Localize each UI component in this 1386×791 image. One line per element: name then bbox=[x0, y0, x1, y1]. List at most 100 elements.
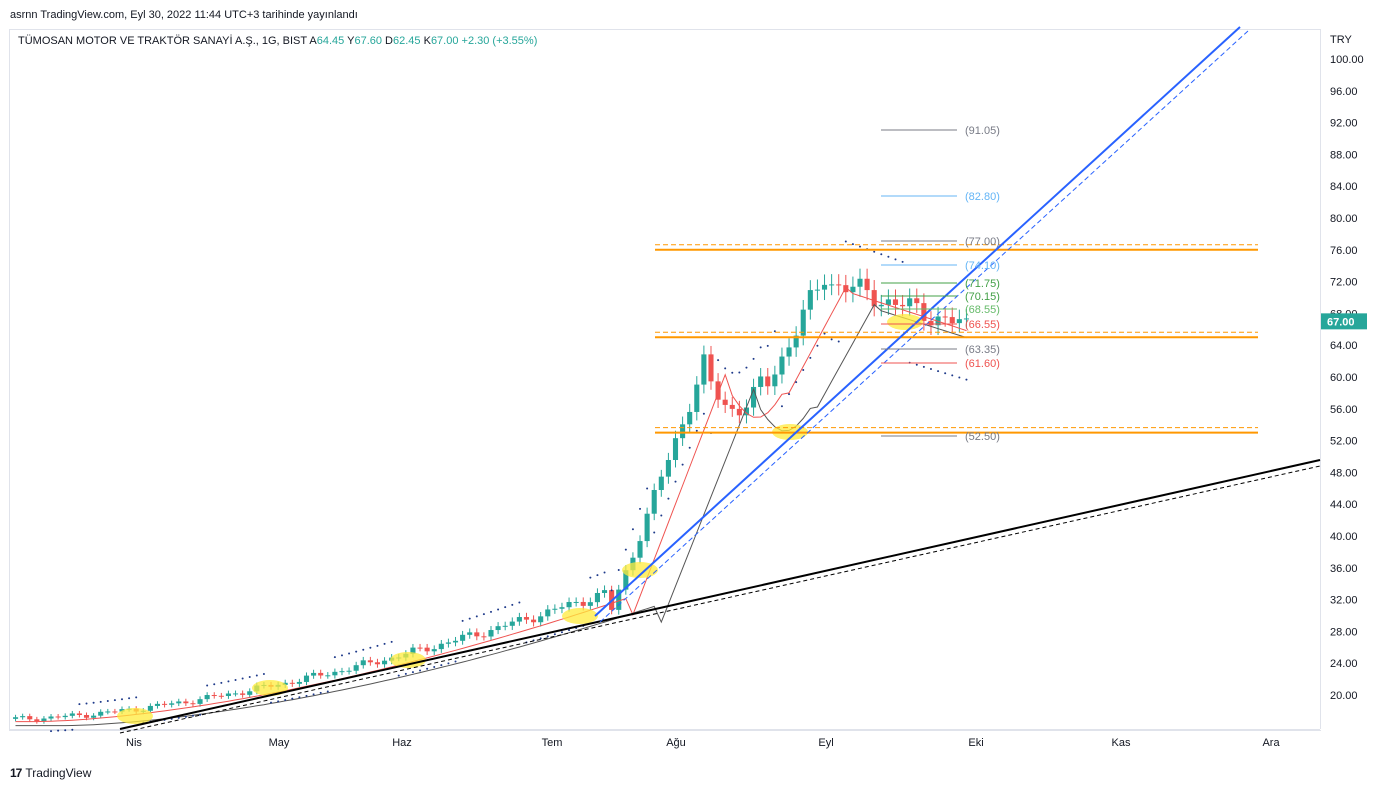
sar-dot bbox=[660, 514, 663, 517]
fib-level-label: (66.55) bbox=[965, 319, 1000, 331]
candle-body bbox=[488, 630, 494, 637]
sar-dot bbox=[702, 412, 705, 415]
candle-body bbox=[147, 705, 153, 711]
sar-dot bbox=[681, 463, 684, 466]
candle-body bbox=[69, 713, 75, 716]
sar-dot bbox=[71, 728, 74, 731]
candle-body bbox=[921, 303, 927, 321]
candle-body bbox=[616, 589, 622, 610]
sar-dot bbox=[411, 671, 414, 674]
sar-dot bbox=[894, 258, 897, 261]
sar-dot bbox=[951, 374, 954, 377]
price-tick-label: 40.00 bbox=[1330, 531, 1358, 543]
candle-body bbox=[62, 715, 68, 718]
candle-body bbox=[538, 616, 544, 623]
sar-dot bbox=[859, 245, 862, 248]
candle-body bbox=[225, 693, 231, 697]
sar-dot bbox=[348, 652, 351, 655]
sar-dot bbox=[447, 662, 450, 665]
sar-dot bbox=[795, 381, 798, 384]
candle-body bbox=[523, 617, 530, 620]
price-tick-label: 96.00 bbox=[1330, 86, 1358, 98]
sar-dot bbox=[57, 729, 60, 732]
candle-body bbox=[240, 693, 246, 695]
candle-body bbox=[779, 356, 785, 375]
time-axis-label: Eki bbox=[968, 737, 983, 749]
candle-body bbox=[800, 309, 806, 336]
chart-pane[interactable] bbox=[9, 29, 1321, 731]
candle-body bbox=[836, 284, 842, 286]
candle-body bbox=[311, 672, 317, 676]
price-tick-label: 84.00 bbox=[1330, 181, 1358, 193]
sar-dot bbox=[248, 676, 251, 679]
sar-dot bbox=[50, 730, 53, 733]
time-axis[interactable] bbox=[9, 729, 1320, 757]
highlight-marker bbox=[252, 680, 288, 696]
sar-dot bbox=[653, 531, 656, 534]
candle-body bbox=[566, 602, 572, 608]
candle-body bbox=[410, 647, 416, 654]
candle-body bbox=[162, 703, 168, 705]
sar-dot bbox=[596, 574, 599, 577]
sar-dot bbox=[504, 606, 507, 609]
sar-dot bbox=[284, 699, 287, 702]
candle-body bbox=[460, 634, 466, 641]
fib-level-label: (71.75) bbox=[965, 278, 1000, 290]
candle-body bbox=[48, 716, 54, 719]
fib-level-label: (63.35) bbox=[965, 344, 1000, 356]
publish-info: asrnn TradingView.com, Eyl 30, 2022 11:4… bbox=[10, 9, 358, 21]
candle-body bbox=[467, 632, 473, 635]
candle-body bbox=[956, 319, 962, 324]
price-axis[interactable] bbox=[1320, 29, 1386, 729]
sar-dot bbox=[873, 250, 876, 253]
candle-body bbox=[942, 316, 948, 318]
candle-body bbox=[580, 601, 586, 606]
candle-body bbox=[715, 381, 721, 400]
ema-fast-line bbox=[15, 286, 967, 723]
candle-body bbox=[98, 711, 104, 716]
close-label: K bbox=[423, 35, 431, 47]
sar-dot bbox=[128, 697, 131, 700]
candle-body bbox=[829, 284, 835, 286]
fib-level-label: (70.15) bbox=[965, 291, 1000, 303]
price-tick-label: 24.00 bbox=[1330, 658, 1358, 670]
sar-dot bbox=[724, 367, 727, 370]
price-tick-label: 88.00 bbox=[1330, 149, 1358, 161]
sar-dot bbox=[490, 610, 492, 613]
candle-body bbox=[318, 672, 324, 676]
sar-dot bbox=[135, 696, 138, 699]
sar-dot bbox=[277, 700, 280, 703]
time-axis-label: Ağu bbox=[666, 737, 686, 749]
highlight-marker bbox=[562, 608, 598, 624]
candle-body bbox=[325, 675, 331, 677]
sar-dot bbox=[624, 548, 627, 551]
footer-brand[interactable]: 17 TradingView bbox=[10, 766, 91, 780]
candle-body bbox=[722, 399, 728, 405]
sar-dot bbox=[419, 669, 422, 672]
candle-body bbox=[20, 716, 26, 718]
sar-dot bbox=[717, 359, 720, 362]
price-tick-label: 20.00 bbox=[1330, 690, 1358, 702]
candle-body bbox=[438, 643, 444, 650]
time-axis-label: May bbox=[269, 737, 290, 749]
high-value: 67.60 bbox=[354, 35, 382, 47]
price-tick-label: 60.00 bbox=[1330, 372, 1358, 384]
candle-body bbox=[687, 411, 693, 425]
sar-dot bbox=[120, 698, 123, 701]
candle-body bbox=[76, 713, 82, 716]
candle-body bbox=[701, 354, 707, 385]
sar-dot bbox=[929, 368, 932, 371]
last-price-badge bbox=[1321, 313, 1367, 330]
sar-dot bbox=[802, 368, 805, 371]
candle-body bbox=[658, 476, 664, 490]
sar-dot bbox=[475, 615, 478, 618]
candle-body bbox=[871, 290, 877, 307]
sar-dot bbox=[560, 631, 563, 634]
sar-dot bbox=[191, 714, 194, 717]
candle-body bbox=[303, 675, 310, 682]
sar-dot bbox=[788, 393, 791, 396]
candle-body bbox=[786, 347, 792, 357]
sar-dot bbox=[738, 371, 741, 374]
price-tick-label: 72.00 bbox=[1330, 277, 1358, 289]
